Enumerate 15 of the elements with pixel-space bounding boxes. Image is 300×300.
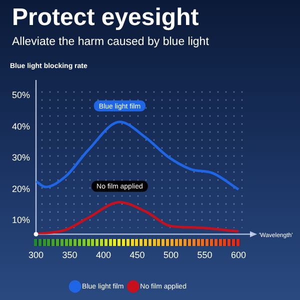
x-tick-label: 350: [62, 250, 78, 260]
x-tick-label: 550: [197, 250, 212, 260]
y-tick-label: 40%: [12, 121, 30, 132]
chart-title: Protect eyesight: [12, 4, 199, 32]
y-tick-label: 10%: [12, 215, 30, 226]
x-tick-label: 500: [163, 250, 179, 260]
x-tick-label: 450: [130, 250, 145, 260]
line-series: [36, 120, 240, 191]
x-tick-label: 400: [96, 250, 112, 260]
chart-subtitle: Alleviate the harm caused by blue light: [12, 36, 209, 48]
x-tick-label: 300: [28, 250, 44, 260]
y-tick-label: 50%: [12, 90, 30, 100]
x-tick-label: 600: [230, 250, 246, 260]
y-tick-label: 30%: [12, 152, 30, 163]
y-tick-label: 20%: [12, 184, 30, 194]
